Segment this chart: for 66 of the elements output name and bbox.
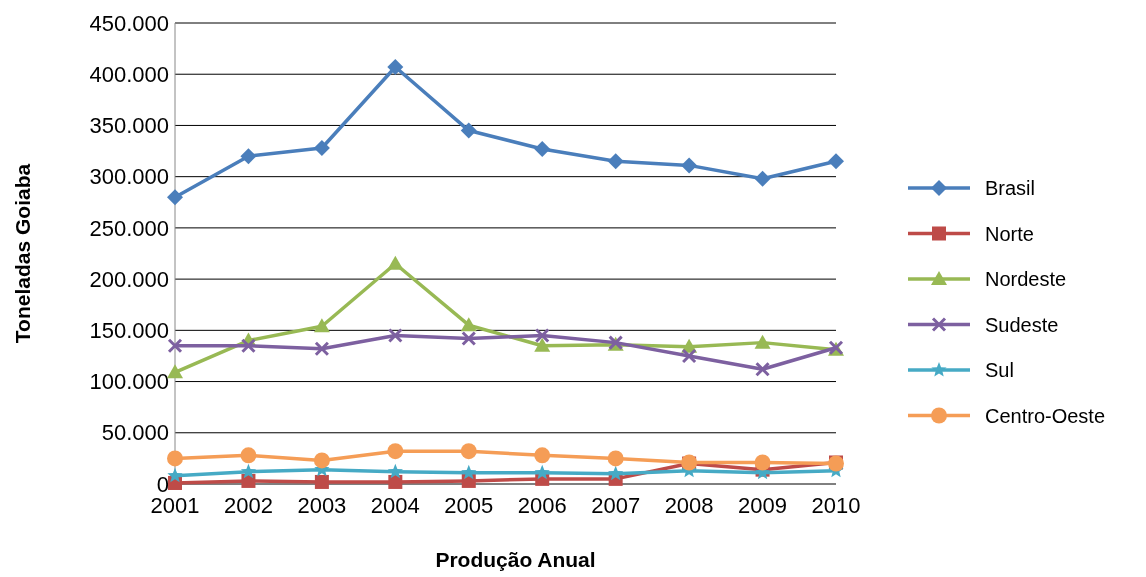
point (388, 474, 403, 489)
x-tick-label: 2002 (223, 493, 273, 518)
legend-label: Sul (985, 359, 1014, 381)
x-tick-label: 2010 (811, 493, 861, 518)
point (167, 189, 183, 206)
point (607, 153, 624, 170)
point (608, 465, 624, 481)
point (240, 463, 257, 479)
legend-label: Brasil (985, 177, 1036, 199)
point (167, 467, 183, 483)
x-axis-title: Produção Anual (435, 548, 596, 571)
y-tick-label: 350.000 (89, 113, 169, 139)
point (461, 464, 477, 480)
point (313, 318, 330, 333)
x-tick-label: 2006 (517, 493, 567, 518)
point (167, 364, 183, 379)
y-axis-title: Toneladas Goiaba (11, 163, 34, 344)
point (681, 348, 697, 364)
point (314, 474, 329, 489)
point (240, 447, 257, 464)
x-tick-label: 2009 (738, 493, 788, 518)
x-tick-label: 2008 (664, 493, 714, 518)
x-tick-label: 2003 (297, 493, 347, 518)
point (828, 153, 844, 170)
y-tick-label: 300.000 (89, 164, 169, 190)
point (754, 454, 771, 471)
point (754, 170, 771, 187)
point (534, 337, 551, 352)
point (387, 327, 403, 343)
point (387, 59, 404, 76)
y-tick-label: 400.000 (89, 61, 169, 87)
point (460, 443, 477, 460)
point (534, 464, 550, 480)
point (460, 122, 477, 139)
point (607, 450, 624, 467)
point (387, 443, 404, 460)
point (681, 157, 698, 174)
point (240, 338, 256, 354)
legend-label: Centro-Oeste (985, 404, 1106, 427)
y-tick-label: 450.000 (89, 10, 169, 36)
point (755, 361, 771, 377)
point (387, 463, 403, 479)
legend-label: Nordeste (985, 268, 1067, 290)
y-tick-label: 50.000 (101, 420, 169, 446)
point (534, 327, 550, 343)
legend-label: Norte (985, 222, 1034, 245)
point (313, 452, 330, 469)
point (387, 255, 404, 270)
point (314, 341, 330, 357)
y-tick-label: 250.000 (89, 215, 169, 241)
point (167, 338, 183, 354)
legend-label: Sudeste (985, 313, 1059, 336)
point (240, 148, 257, 165)
y-tick-label: 150.000 (89, 318, 169, 344)
point (167, 450, 183, 467)
point (534, 141, 551, 158)
x-tick-label: 2007 (591, 493, 641, 518)
x-tick-label: 2004 (370, 493, 420, 518)
point (754, 334, 771, 349)
x-tick-label: 2005 (444, 493, 494, 518)
point (313, 139, 330, 156)
point (460, 317, 477, 332)
point (534, 447, 551, 464)
point (461, 331, 477, 347)
y-tick-label: 100.000 (89, 369, 169, 395)
y-tick-label: 200.000 (89, 266, 169, 292)
